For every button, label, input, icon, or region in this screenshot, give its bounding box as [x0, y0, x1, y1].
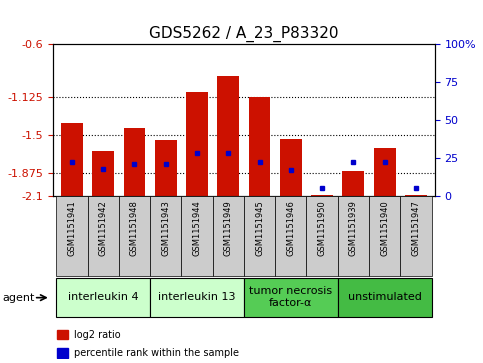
Title: GDS5262 / A_23_P83320: GDS5262 / A_23_P83320 [149, 26, 339, 42]
Text: GSM1151949: GSM1151949 [224, 200, 233, 256]
Text: log2 ratio: log2 ratio [74, 330, 121, 340]
Text: GSM1151941: GSM1151941 [68, 200, 76, 256]
Bar [150, 278, 244, 317]
Bar [342, 171, 364, 196]
Bar [181, 196, 213, 276]
Bar [244, 278, 338, 317]
Bar [92, 151, 114, 196]
Bar [275, 196, 307, 276]
Bar [280, 139, 302, 196]
Text: interleukin 4: interleukin 4 [68, 292, 139, 302]
Bar [307, 196, 338, 276]
Text: GSM1151940: GSM1151940 [380, 200, 389, 256]
Text: GSM1151948: GSM1151948 [130, 200, 139, 256]
Text: GSM1151947: GSM1151947 [412, 200, 420, 256]
Text: GSM1151950: GSM1151950 [318, 200, 327, 256]
Bar [374, 148, 396, 196]
Bar [249, 97, 270, 196]
Text: tumor necrosis
factor-α: tumor necrosis factor-α [249, 286, 332, 307]
Bar [150, 196, 181, 276]
Bar [244, 196, 275, 276]
Bar [369, 196, 400, 276]
Bar [155, 140, 177, 196]
Text: interleukin 13: interleukin 13 [158, 292, 236, 302]
Bar [338, 278, 432, 317]
Text: GSM1151942: GSM1151942 [99, 200, 108, 256]
Text: percentile rank within the sample: percentile rank within the sample [74, 348, 239, 358]
Text: GSM1151944: GSM1151944 [193, 200, 201, 256]
Bar [61, 123, 83, 196]
Bar [213, 196, 244, 276]
Text: GSM1151945: GSM1151945 [255, 200, 264, 256]
Text: GSM1151946: GSM1151946 [286, 200, 295, 256]
Bar [338, 196, 369, 276]
Bar [400, 196, 432, 276]
Text: GSM1151939: GSM1151939 [349, 200, 358, 256]
Bar [186, 92, 208, 196]
Bar [56, 196, 87, 276]
Text: GSM1151943: GSM1151943 [161, 200, 170, 256]
Bar [217, 76, 239, 196]
Text: unstimulated: unstimulated [348, 292, 422, 302]
Bar [124, 128, 145, 196]
Bar [311, 195, 333, 196]
Bar [87, 196, 119, 276]
Text: agent: agent [2, 293, 35, 303]
Bar [57, 330, 69, 339]
Bar [405, 195, 427, 196]
Bar [119, 196, 150, 276]
Bar [56, 278, 150, 317]
Bar [57, 348, 69, 358]
